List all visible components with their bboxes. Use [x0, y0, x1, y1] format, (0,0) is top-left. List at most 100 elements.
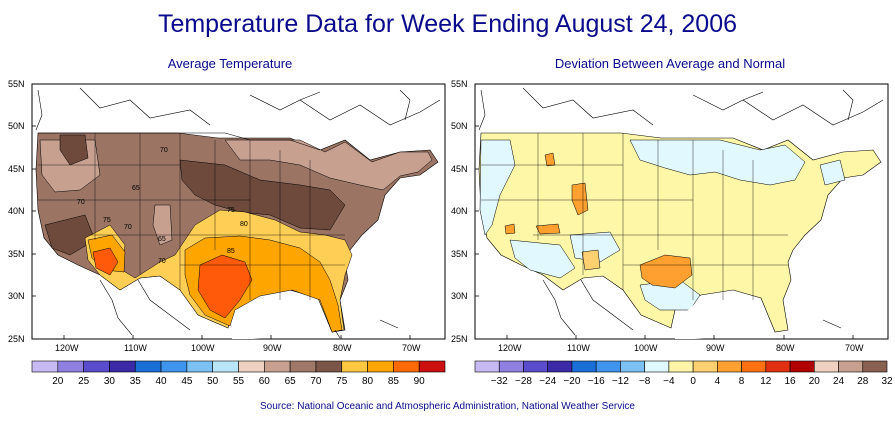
warm-anomaly-oklahoma	[639, 254, 693, 289]
legend-label: 4	[715, 376, 721, 387]
lat-label: 35N	[8, 249, 25, 259]
legend-label: −24	[539, 376, 556, 387]
average-temperature-legend: 20 25 30 35 40 45 50 55 60 65 70 75 80 85 90	[31, 360, 446, 387]
legend-swatch	[668, 360, 694, 373]
contour-label: 75	[227, 207, 235, 214]
legend-swatch	[289, 360, 317, 373]
lon-label: 100W	[634, 343, 658, 353]
right-map-subtitle: Deviation Between Average and Normal	[554, 56, 786, 71]
legend-swatch	[498, 360, 524, 373]
legend-label: 70	[310, 376, 322, 387]
contour-label: 65	[132, 185, 140, 192]
legend-swatch	[741, 360, 767, 373]
legend-label: −8	[639, 376, 651, 387]
right-lon-labels: 120W 110W 100W 90W 80W 70W	[498, 343, 864, 353]
legend-label: 35	[130, 376, 142, 387]
cool-region-west	[479, 139, 516, 236]
legend-label: 12	[760, 376, 772, 387]
average-temperature-map: 70 65 70 75 65 70 75 80 85 70 55N 50N 45…	[8, 79, 446, 387]
contour-label: 65	[158, 236, 166, 243]
legend-label: 85	[388, 376, 400, 387]
legend-swatch	[547, 360, 573, 373]
legend-label: 40	[156, 376, 168, 387]
deviation-legend: −32 −28 −24 −20 −16 −12 −8 −4 0 4 8 12 16 20 24 28 32	[474, 360, 893, 387]
legend-swatch	[160, 360, 188, 373]
legend-swatch	[367, 360, 394, 373]
legend-label: 28	[857, 376, 869, 387]
legend-label: 55	[233, 376, 245, 387]
legend-label: −16	[588, 376, 605, 387]
right-lat-labels: 55N 50N 45N 40N 35N 30N 25N	[451, 79, 468, 344]
temperature-deviation-map: 55N 50N 45N 40N 35N 30N 25N 120W 110W 10…	[451, 79, 893, 387]
contour-label: 70	[158, 258, 166, 265]
legend-swatch	[57, 360, 84, 373]
lon-label: 90W	[706, 343, 725, 353]
legend-swatch	[83, 360, 110, 373]
source-note: Source: National Oceanic and Atmospheric…	[259, 401, 635, 412]
legend-label: −32	[491, 376, 508, 387]
lon-label: 120W	[498, 343, 522, 353]
legend-label: 25	[78, 376, 90, 387]
contour-label: 70	[160, 147, 168, 154]
lat-label: 30N	[8, 291, 25, 301]
legend-label: −20	[563, 376, 580, 387]
lat-label: 25N	[8, 334, 25, 344]
left-lon-labels: 120W 110W 100W 90W 80W 70W	[55, 343, 421, 353]
legend-swatch	[109, 360, 136, 373]
hot-region-texas	[197, 254, 253, 319]
legend-label: 65	[285, 376, 297, 387]
legend-swatch	[838, 360, 864, 373]
lon-label: 80W	[776, 343, 795, 353]
legend-swatch	[717, 360, 742, 373]
legend-label: −4	[663, 376, 675, 387]
legend-swatch	[474, 360, 500, 373]
lon-label: 120W	[55, 343, 79, 353]
legend-label: 20	[52, 376, 64, 387]
legend-label: 16	[784, 376, 796, 387]
lat-label: 25N	[451, 334, 468, 344]
legend-swatch	[315, 360, 343, 373]
legend-label: 60	[259, 376, 271, 387]
contour-label: 70	[124, 224, 132, 231]
legend-label: 32	[881, 376, 893, 387]
legend-swatch	[238, 360, 265, 373]
legend-swatch	[31, 360, 59, 373]
left-lat-labels: 55N 50N 45N 40N 35N 30N 25N	[8, 79, 25, 344]
lat-label: 40N	[451, 206, 468, 216]
legend-label: −12	[612, 376, 629, 387]
legend-swatch	[393, 360, 420, 373]
legend-swatch	[644, 360, 670, 373]
lat-label: 30N	[451, 291, 468, 301]
lat-label: 50N	[451, 121, 468, 131]
legend-label: 75	[336, 376, 348, 387]
legend-label: 24	[833, 376, 845, 387]
legend-swatch	[212, 360, 239, 373]
legend-label: 80	[362, 376, 374, 387]
lon-label: 110W	[124, 343, 147, 353]
lon-label: 80W	[333, 343, 352, 353]
legend-swatch	[186, 360, 213, 373]
lat-label: 50N	[8, 121, 25, 131]
legend-swatch	[418, 360, 446, 373]
legend-swatch	[765, 360, 791, 373]
legend-swatch	[813, 360, 839, 373]
legend-swatch	[523, 360, 549, 373]
legend-swatch	[862, 360, 888, 373]
cool-region-north	[629, 139, 806, 186]
legend-label: 0	[690, 376, 696, 387]
legend-label: 20	[809, 376, 821, 387]
lon-label: 110W	[567, 343, 590, 353]
lat-label: 55N	[451, 79, 468, 89]
legend-label: −28	[515, 376, 532, 387]
contour-label: 85	[227, 248, 235, 255]
contour-labels: 70 65 70 75 65 70 75 80 85 70	[77, 147, 248, 265]
lat-label: 45N	[451, 164, 468, 174]
legend-label: 50	[207, 376, 219, 387]
contour-label: 70	[77, 199, 85, 206]
left-map-subtitle: Average Temperature	[167, 56, 293, 71]
contour-label: 80	[240, 221, 248, 228]
lon-label: 100W	[191, 343, 215, 353]
legend-swatch	[789, 360, 815, 373]
legend-label: 8	[739, 376, 745, 387]
